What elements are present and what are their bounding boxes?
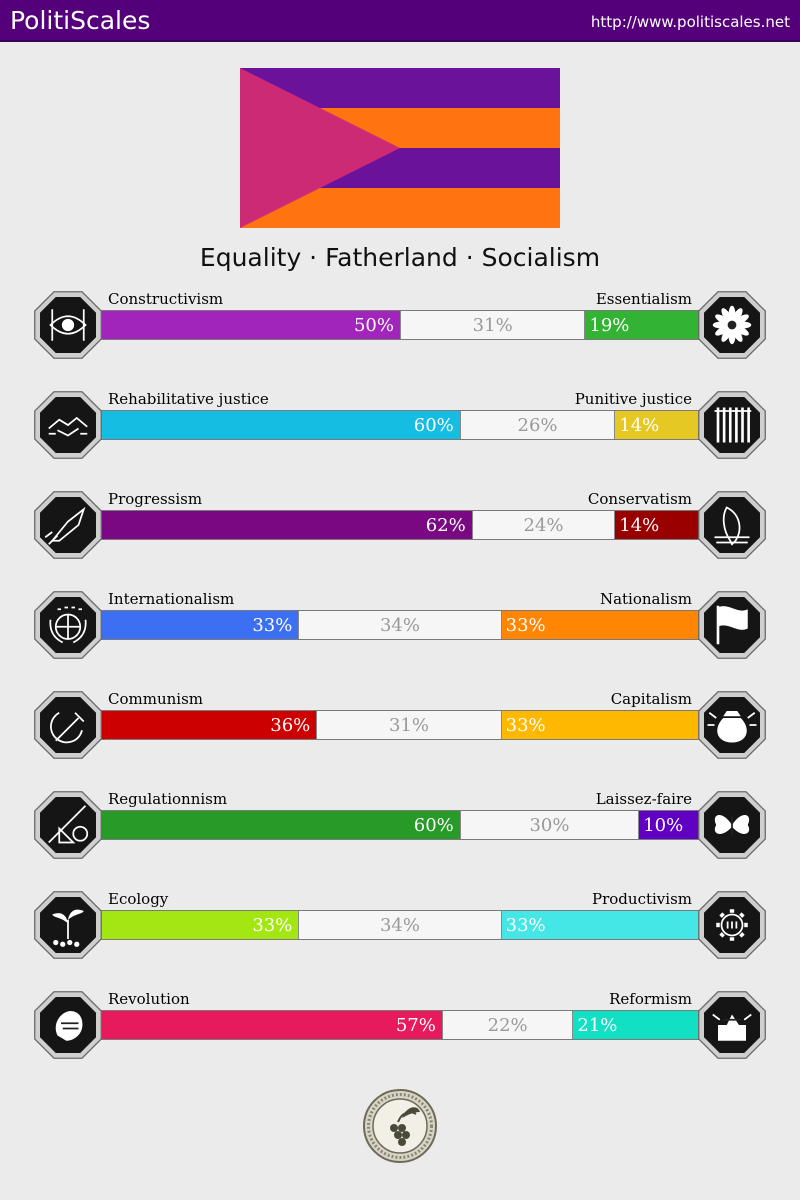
axis-left-segment: 57% <box>101 1011 442 1039</box>
axis-right-segment: 33% <box>501 911 699 939</box>
gear-icon <box>697 890 767 960</box>
axis-left-label: Progressism <box>108 490 203 508</box>
brand-title[interactable]: PolitiScales <box>10 6 151 35</box>
axis-right-label: Productivism <box>592 890 692 908</box>
sprout-icon <box>33 890 103 960</box>
flag-icon <box>697 590 767 660</box>
axis-bar: 60% 30% 10% <box>100 810 700 840</box>
axis-bar: 62% 24% 14% <box>100 510 700 540</box>
axis-row: 33% 34% 33% Internationalism Nationalism <box>0 590 800 670</box>
axis-left-segment: 36% <box>101 711 317 739</box>
axis-left-label: Constructivism <box>108 290 224 308</box>
chrysanthemum-icon <box>697 290 767 360</box>
motto-slogan: Equality · Fatherland · Socialism <box>199 243 601 272</box>
money-bag-icon <box>697 690 767 760</box>
axis-bar: 36% 31% 33% <box>100 710 700 740</box>
axis-neutral-segment: 26% <box>459 411 616 439</box>
axis-neutral-segment: 31% <box>316 711 502 739</box>
axis-bar: 33% 34% 33% <box>100 610 700 640</box>
axis-right-label: Capitalism <box>610 690 692 708</box>
axis-right-label: Laissez-faire <box>595 790 692 808</box>
site-header: PolitiScales http://www.politiscales.net <box>0 0 800 42</box>
axis-right-segment: 19% <box>585 311 699 339</box>
axis-left-segment: 62% <box>101 511 472 539</box>
axis-row: 60% 26% 14% Rehabilitative justice Punitive … <box>0 390 800 470</box>
flag-emblem <box>240 68 560 228</box>
axis-left-label: Communism <box>108 690 203 708</box>
axis-neutral-segment: 31% <box>400 311 586 339</box>
axis-right-label: Punitive justice <box>574 390 692 408</box>
ballot-box-icon <box>697 990 767 1060</box>
axis-bar: 50% 31% 19% <box>100 310 700 340</box>
axis-row: 33% 34% 33% Ecology Productivism <box>0 890 800 970</box>
handshake-icon <box>33 390 103 460</box>
site-url-link[interactable]: http://www.politiscales.net <box>590 13 790 31</box>
axis-right-segment: 21% <box>573 1011 699 1039</box>
axis-left-segment: 50% <box>101 311 400 339</box>
axis-right-label: Nationalism <box>599 590 692 608</box>
axis-right-segment: 14% <box>615 511 699 539</box>
quill-icon <box>697 490 767 560</box>
axis-left-segment: 33% <box>101 911 299 939</box>
axis-right-segment: 33% <box>501 611 699 639</box>
axis-left-segment: 60% <box>101 411 460 439</box>
axis-row: 50% 31% 19% Constructivism Essentialism <box>0 290 800 370</box>
rocket-icon <box>33 490 103 560</box>
axis-left-segment: 33% <box>101 611 299 639</box>
flag-triangle <box>240 68 400 228</box>
axis-neutral-segment: 34% <box>298 911 502 939</box>
axis-neutral-segment: 24% <box>471 511 616 539</box>
hammer-sickle-icon <box>33 690 103 760</box>
axis-neutral-segment: 30% <box>459 811 640 839</box>
axis-left-label: Rehabilitative justice <box>108 390 269 408</box>
grape-seal-icon <box>363 1089 437 1163</box>
axis-right-segment: 14% <box>615 411 699 439</box>
axis-bar: 60% 26% 14% <box>100 410 700 440</box>
axis-left-label: Regulationnism <box>108 790 228 808</box>
axis-left-label: Ecology <box>108 890 169 908</box>
butterfly-icon <box>697 790 767 860</box>
axis-left-label: Internationalism <box>108 590 235 608</box>
axis-neutral-segment: 34% <box>298 611 502 639</box>
axis-right-label: Conservatism <box>587 490 692 508</box>
axis-right-label: Reformism <box>609 990 692 1008</box>
axis-left-segment: 60% <box>101 811 460 839</box>
prison-bars-icon <box>697 390 767 460</box>
axis-row: 60% 30% 10% Regulationnism Laissez-faire <box>0 790 800 870</box>
axis-bar: 57% 22% 21% <box>100 1010 700 1040</box>
axis-row: 36% 31% 33% Communism Capitalism <box>0 690 800 770</box>
axis-right-label: Essentialism <box>595 290 692 308</box>
ruler-shapes-icon <box>33 790 103 860</box>
axis-neutral-segment: 22% <box>441 1011 574 1039</box>
axis-right-segment: 33% <box>501 711 699 739</box>
globe-laurel-icon <box>33 590 103 660</box>
axis-row: 62% 24% 14% Progressism Conservatism <box>0 490 800 570</box>
axis-right-segment: 10% <box>639 811 699 839</box>
axis-bar: 33% 34% 33% <box>100 910 700 940</box>
eye-grid-icon <box>33 290 103 360</box>
axis-row: 57% 22% 21% Revolution Reformism <box>0 990 800 1070</box>
axis-left-label: Revolution <box>108 990 190 1008</box>
fist-icon <box>33 990 103 1060</box>
